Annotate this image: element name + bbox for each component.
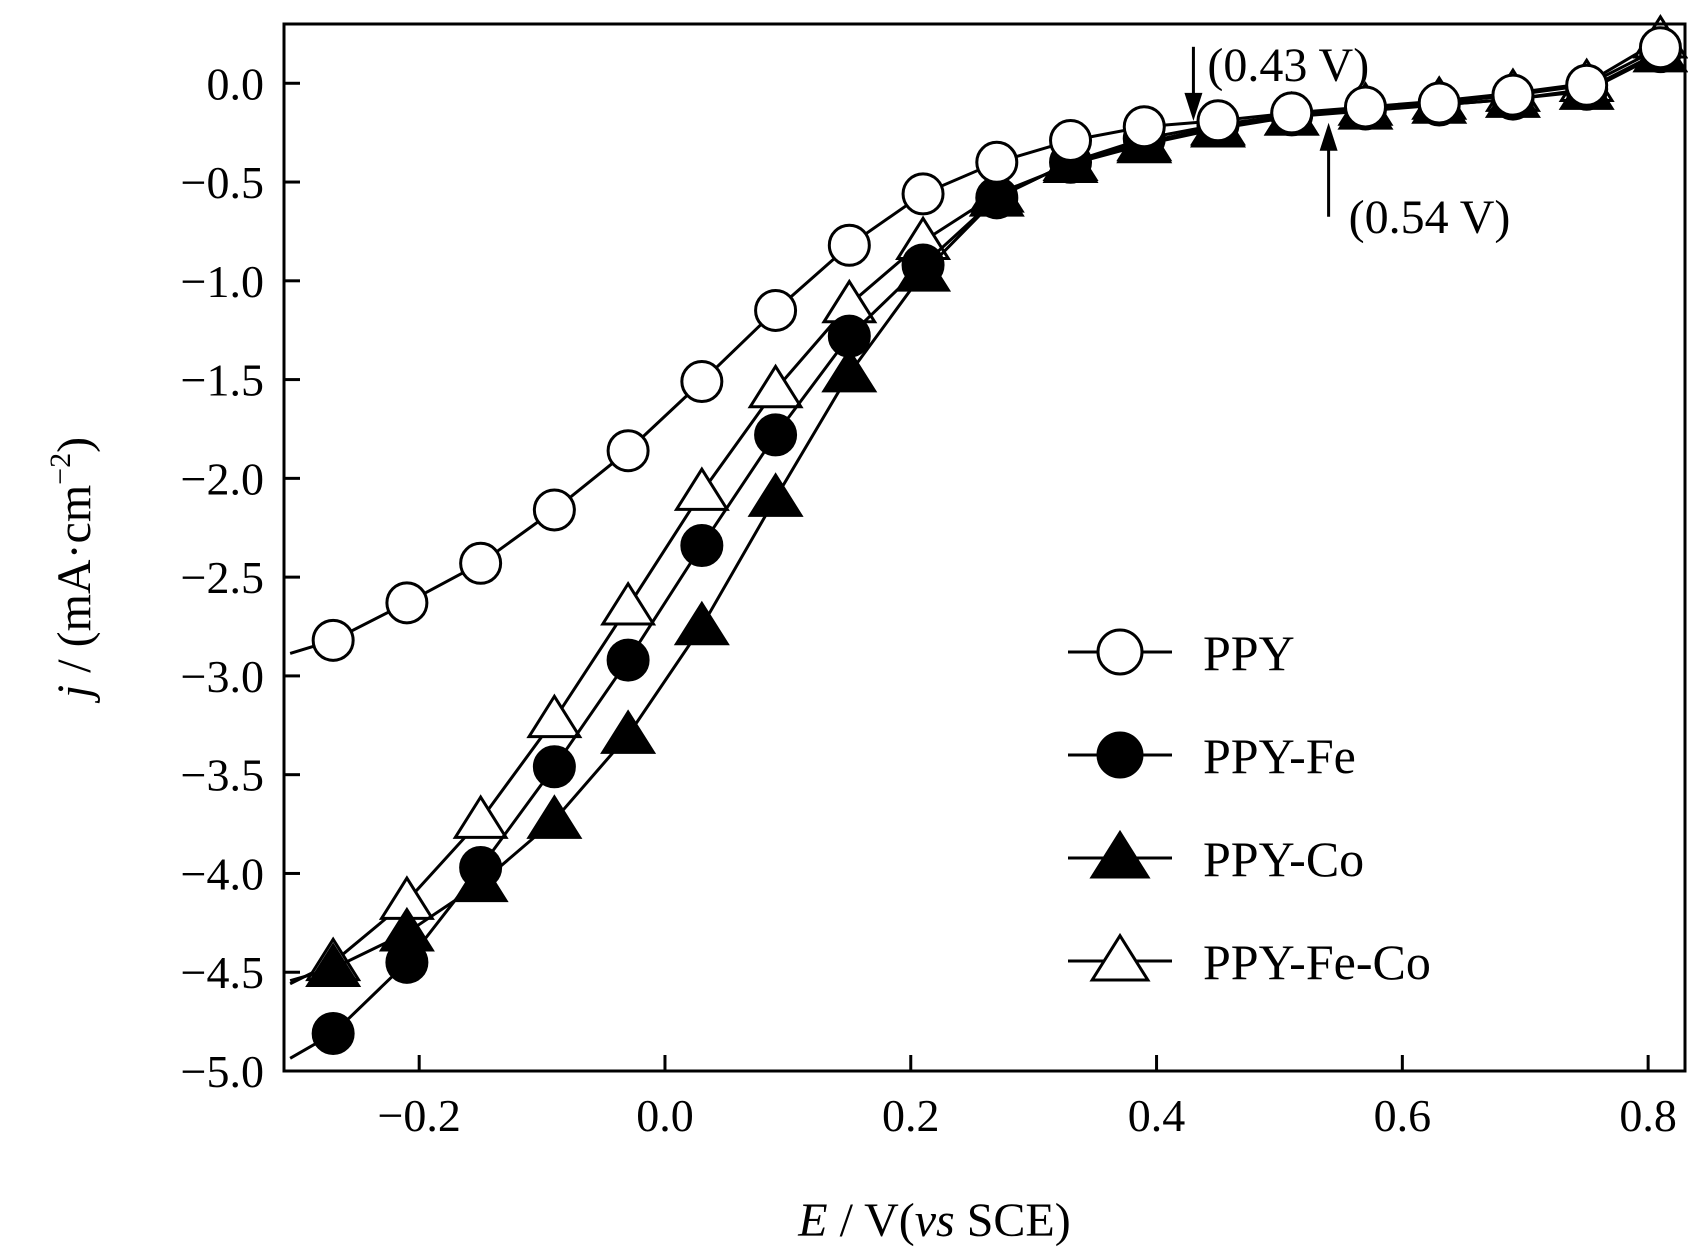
plot-area: [289, 13, 1688, 1060]
y-tick-label: −0.5: [181, 157, 264, 208]
data-point: [1343, 85, 1387, 129]
y-tick-label: −3.0: [181, 651, 264, 702]
annotation-label: (0.43 V): [1207, 39, 1369, 92]
data-point: [901, 172, 945, 216]
data-point: [1096, 628, 1144, 676]
data-point: [673, 600, 730, 646]
y-tick-label: −5.0: [181, 1046, 264, 1097]
data-point: [1491, 73, 1535, 117]
x-axis-title: E / V(vs SCE): [797, 1194, 1070, 1247]
data-point: [1096, 731, 1144, 779]
legend: PPY PPY-Fe PPY-Co PPY-Fe-Co: [1068, 625, 1431, 990]
x-axis: −0.2 0.0 0.2 0.4 0.6 0.8: [377, 1055, 1677, 1141]
arrow-head: [1184, 92, 1203, 121]
data-point: [1089, 829, 1151, 879]
data-point: [1417, 81, 1461, 125]
data-point: [532, 745, 576, 789]
data-point: [1089, 932, 1151, 982]
data-point: [754, 413, 798, 457]
y-axis-unit: / (mA·cm: [48, 485, 101, 685]
data-point: [1122, 105, 1166, 149]
y-tick-label: −2.5: [181, 552, 264, 603]
y-tick-label: −1.0: [181, 256, 264, 307]
x-axis-vs: vs: [915, 1194, 955, 1247]
annotations: (0.43 V) (0.54 V): [1184, 39, 1510, 244]
data-point: [311, 1011, 355, 1055]
data-point: [1270, 91, 1314, 135]
x-tick-label: 0.6: [1374, 1090, 1432, 1141]
data-point: [680, 360, 724, 404]
data-point: [606, 638, 650, 682]
x-tick-label: 0.4: [1128, 1090, 1186, 1141]
data-point: [606, 429, 650, 473]
data-point: [305, 942, 362, 988]
y-axis-close: ): [48, 437, 101, 453]
data-point: [600, 709, 657, 754]
data-point: [1196, 99, 1240, 143]
data-point: [385, 581, 429, 625]
x-tick-label: 0.0: [636, 1090, 694, 1141]
data-point: [452, 794, 509, 839]
annotation: (0.54 V): [1319, 122, 1511, 244]
data-point: [600, 580, 657, 626]
legend-item: PPY: [1068, 625, 1295, 681]
x-tick-label: −0.2: [377, 1090, 460, 1141]
data-point: [754, 288, 798, 332]
data-point: [526, 794, 583, 839]
legend-item: PPY-Fe-Co: [1068, 932, 1431, 990]
x-tick-label: 0.2: [882, 1090, 940, 1141]
data-point: [459, 846, 503, 890]
data-point: [827, 223, 871, 267]
arrow-head: [1319, 122, 1338, 151]
legend-label: PPY: [1203, 625, 1295, 681]
data-point: [901, 243, 945, 287]
legend-label: PPY-Fe: [1203, 728, 1356, 784]
legend-item: PPY-Co: [1068, 829, 1364, 887]
y-axis: 0.0 −0.5 −1.0 −1.5 −2.0 −2.5 −3.0 −3.5 −4.0 −4.5 −…: [181, 58, 300, 1097]
data-point: [311, 618, 355, 662]
y-tick-label: −2.0: [181, 453, 264, 504]
series-line: [289, 38, 1662, 986]
data-point: [975, 176, 1019, 220]
y-tick-label: −4.5: [181, 947, 264, 998]
legend-item: PPY-Fe: [1068, 728, 1356, 784]
y-tick-label: −4.0: [181, 848, 264, 899]
y-axis-sup: −2: [44, 453, 77, 485]
legend-label: PPY-Fe-Co: [1203, 934, 1431, 990]
x-axis-ref: SCE): [955, 1194, 1071, 1247]
data-point: [680, 524, 724, 568]
x-tick-label: 0.8: [1619, 1090, 1677, 1141]
y-tick-label: −1.5: [181, 355, 264, 406]
annotation-label: (0.54 V): [1349, 191, 1511, 244]
y-tick-label: −3.5: [181, 750, 264, 801]
y-tick-label: 0.0: [207, 58, 265, 109]
data-point: [459, 541, 503, 585]
y-axis-title: j / (mA·cm−2): [44, 437, 101, 704]
data-point: [526, 693, 583, 739]
data-point: [975, 140, 1019, 184]
data-point: [821, 347, 878, 393]
legend-label: PPY-Co: [1203, 831, 1364, 887]
data-point: [1049, 119, 1093, 163]
y-axis-var: j: [48, 685, 101, 704]
data-point: [1638, 26, 1682, 70]
data-point: [747, 472, 804, 517]
annotation: (0.43 V): [1184, 39, 1369, 121]
data-point: [532, 488, 576, 532]
series-ppy: [289, 26, 1682, 662]
x-axis-unit: / V(: [828, 1194, 915, 1247]
data-point: [385, 940, 429, 984]
data-point: [1565, 63, 1609, 107]
x-axis-var: E: [797, 1194, 827, 1247]
data-point: [747, 363, 804, 409]
data-point: [827, 314, 871, 358]
series-ppy-fe: [289, 30, 1682, 1060]
data-point: [673, 466, 730, 511]
plot-frame: [282, 22, 1687, 1073]
